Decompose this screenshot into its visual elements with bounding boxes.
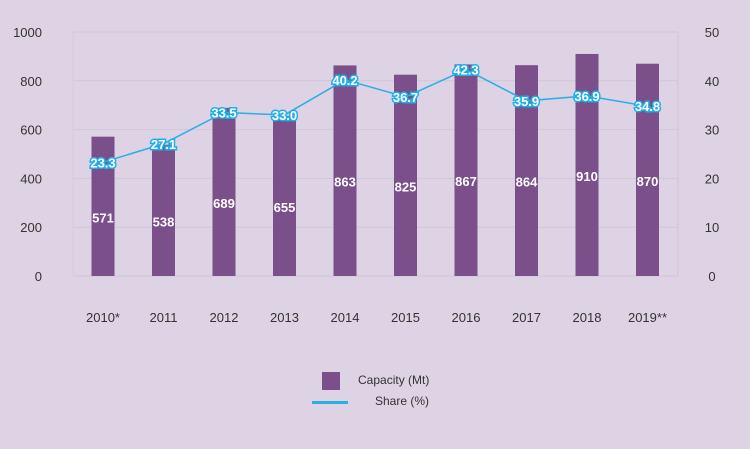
share-point	[464, 68, 468, 72]
share-point	[162, 142, 165, 146]
bar-value-label: 538	[153, 214, 175, 229]
bar	[152, 144, 175, 276]
x-tick-label: 2015	[391, 310, 420, 325]
y-left-tick-label: 200	[20, 220, 42, 235]
bar-value-label: 655	[274, 200, 296, 215]
share-value-label: 42.3	[453, 63, 478, 78]
y-right-tick-label: 20	[705, 171, 719, 186]
x-tick-label: 2012	[210, 310, 239, 325]
share-value-label: 33.5	[211, 106, 236, 121]
bar	[454, 64, 478, 277]
y-left-tick-label: 0	[35, 269, 42, 284]
x-tick-label: 2014	[331, 310, 360, 325]
share-value-label: 36.9	[574, 89, 599, 104]
bar-value-label: 863	[334, 175, 356, 190]
x-tick-label: 2013	[270, 310, 299, 325]
y-right-tick-label: 30	[705, 123, 719, 138]
x-tick-label: 2010*	[86, 310, 120, 325]
y-left-tick-label: 1000	[13, 25, 42, 40]
y-left-tick-label: 400	[20, 171, 42, 186]
share-point	[404, 95, 407, 99]
share-point	[646, 104, 649, 108]
bar	[91, 136, 115, 276]
bar-value-label: 864	[516, 175, 538, 190]
bar-value-label: 571	[92, 210, 114, 225]
x-tick-label: 2018	[573, 310, 602, 325]
share-value-label: 35.9	[514, 94, 539, 109]
bar-value-label: 689	[213, 196, 235, 211]
bar	[333, 65, 357, 276]
share-value-label: 34.8	[635, 99, 660, 114]
legend-swatch-capacity	[322, 372, 340, 390]
y-left-tick-label: 600	[20, 123, 42, 138]
bar	[212, 107, 236, 276]
bar	[273, 116, 296, 277]
legend-label-capacity: Capacity (Mt)	[358, 373, 430, 387]
share-value-label: 40.2	[332, 73, 357, 88]
bar-value-label: 867	[455, 174, 477, 189]
legend-label-share: Share (%)	[375, 394, 430, 408]
x-tick-label: 2017	[512, 310, 541, 325]
bar	[636, 63, 659, 276]
y-right-tick-label: 0	[708, 269, 715, 284]
legend-swatch-share	[312, 401, 348, 404]
bar-value-label: 910	[576, 169, 598, 184]
bar-value-label: 870	[637, 174, 659, 189]
share-value-label: 27.1	[151, 137, 176, 152]
y-right-tick-label: 40	[705, 74, 719, 89]
share-line	[102, 68, 648, 164]
y-right-tick-label: 50	[705, 25, 719, 40]
bar	[575, 53, 599, 277]
share-value-label: 36.7	[393, 90, 418, 105]
share-value-label: 23.3	[90, 155, 115, 170]
bar	[515, 65, 538, 277]
x-tick-label: 2019**	[628, 310, 667, 325]
x-tick-label: 2016	[452, 310, 481, 325]
share-point	[585, 94, 589, 98]
bar-value-label: 825	[395, 179, 417, 194]
share-point	[222, 111, 226, 115]
y-left-tick-label: 800	[20, 74, 42, 89]
share-point	[101, 160, 105, 164]
share-point	[343, 78, 347, 82]
x-tick-label: 2011	[150, 310, 178, 325]
y-right-tick-label: 10	[705, 220, 719, 235]
share-point	[525, 99, 528, 103]
share-point	[283, 113, 286, 117]
share-value-label: 33.0	[272, 108, 297, 123]
bar	[394, 74, 417, 276]
